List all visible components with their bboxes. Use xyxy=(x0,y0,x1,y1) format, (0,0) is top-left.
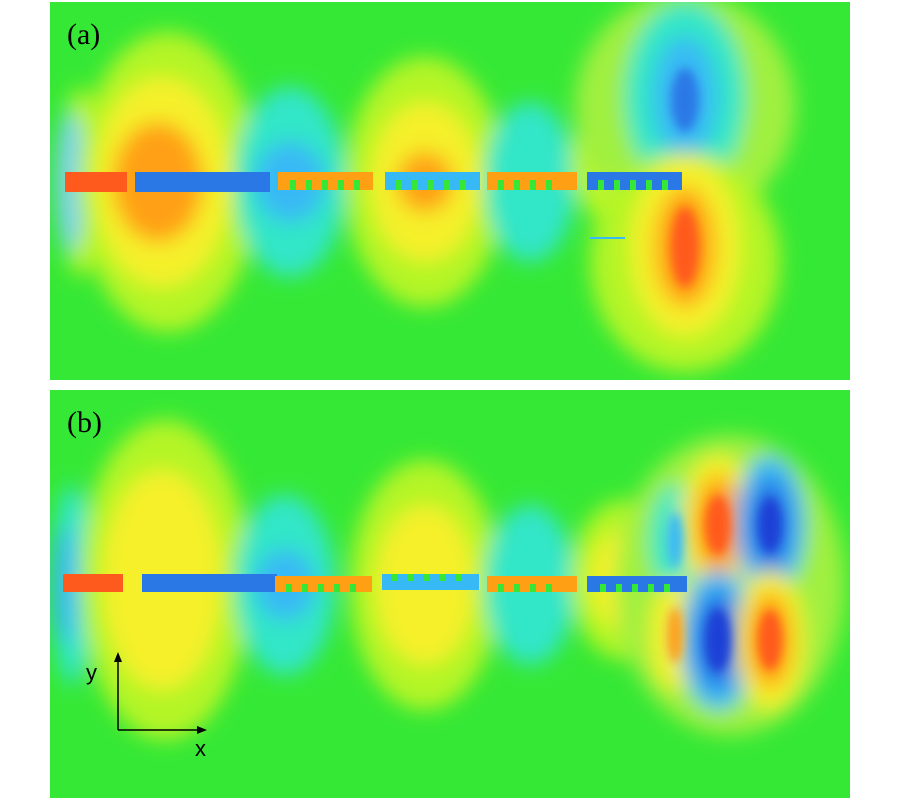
waveguide-segment xyxy=(63,574,123,592)
y-axis-label: y xyxy=(86,660,97,685)
field-cores-a xyxy=(671,68,699,287)
field-lobes-a xyxy=(56,2,795,372)
waveguide-segment xyxy=(65,172,127,192)
waveguide-b xyxy=(63,574,687,592)
x-axis-label: x xyxy=(195,736,206,761)
waveguide-segment xyxy=(142,574,277,592)
x-arrowhead-icon xyxy=(197,726,207,734)
y-arrowhead-icon xyxy=(114,652,122,662)
field-map-a xyxy=(50,2,850,380)
axes-indicator: y x xyxy=(86,652,207,761)
waveguide-a xyxy=(65,172,682,239)
panel-label-b: (b) xyxy=(67,406,102,439)
field-map-panel-a: (a) xyxy=(50,2,850,380)
field-map-b: y x xyxy=(50,390,850,798)
waveguide-segment xyxy=(135,172,270,192)
grating-segment xyxy=(382,574,479,590)
field-cores-b xyxy=(667,495,782,672)
panel-label-a: (a) xyxy=(67,18,101,51)
field-map-panel-b: y x (b) xyxy=(50,390,850,798)
